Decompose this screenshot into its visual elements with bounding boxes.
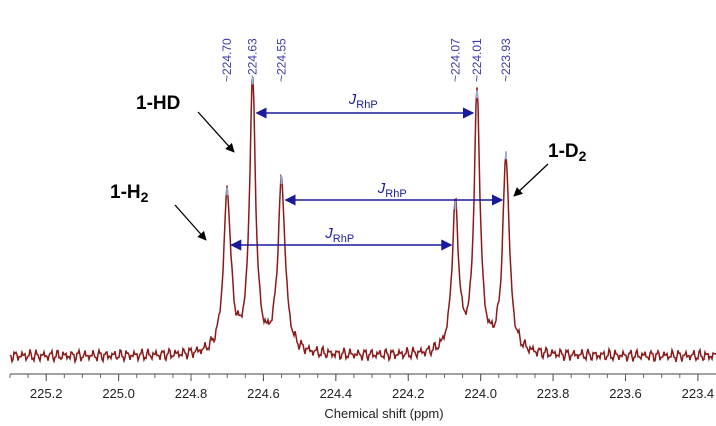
spectrum-line	[9, 76, 716, 365]
peak-label: ~224.70	[220, 38, 234, 82]
x-tick-label: 224.6	[247, 386, 280, 401]
arrow-1-h2	[174, 204, 207, 241]
coupling-label: JRhP	[324, 225, 354, 245]
x-tick-label: 224.2	[392, 386, 425, 401]
compound-label-1-h2: 1-H2	[110, 182, 149, 205]
x-tick-label: 225.2	[30, 386, 63, 401]
x-axis-ticks: 225.2 225.0 224.8 224.6 224.4 224.2 224.0 223.8…	[9, 374, 715, 401]
coupling-label: JRhP	[377, 180, 407, 200]
peak-label: ~223.93	[499, 38, 513, 82]
x-tick-label: 225.0	[102, 386, 135, 401]
arrow-1-d2	[513, 163, 549, 197]
peak-label: ~224.63	[246, 38, 260, 82]
peak-label: ~224.55	[275, 38, 289, 82]
x-tick-label: 223.6	[609, 386, 642, 401]
compound-label-1-hd: 1-HD	[136, 93, 180, 114]
x-tick-label: 224.8	[175, 386, 208, 401]
x-axis-title: Chemical shift (ppm)	[324, 406, 443, 421]
x-tick-label: 224.0	[464, 386, 497, 401]
x-tick-label: 224.4	[320, 386, 353, 401]
x-tick-label: 223.8	[537, 386, 570, 401]
compound-label-1-d2: 1-D2	[548, 141, 587, 164]
x-tick-label: 223.4	[682, 386, 715, 401]
peak-label: ~224.01	[470, 38, 484, 82]
coupling-label: JRhP	[348, 91, 378, 111]
peak-tip-marks	[226, 76, 508, 210]
arrow-1-hd	[197, 111, 235, 153]
coupling-arrows: JRhP JRhP JRhP	[230, 91, 504, 251]
peak-labels: ~224.70 ~224.63 ~224.55 ~224.07 ~224.01 ~223.…	[220, 38, 513, 82]
peak-label: ~224.07	[448, 38, 462, 82]
